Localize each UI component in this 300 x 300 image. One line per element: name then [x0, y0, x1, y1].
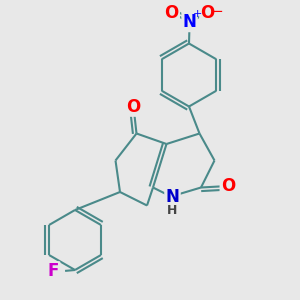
- Text: O: O: [221, 177, 235, 195]
- Text: O: O: [126, 98, 141, 116]
- Text: O: O: [164, 4, 179, 22]
- Text: H: H: [167, 203, 178, 217]
- Text: N: N: [183, 13, 196, 31]
- Text: −: −: [211, 4, 224, 19]
- Text: N: N: [166, 188, 179, 206]
- Text: +: +: [192, 9, 202, 20]
- Text: O: O: [200, 4, 215, 22]
- Text: F: F: [48, 262, 59, 280]
